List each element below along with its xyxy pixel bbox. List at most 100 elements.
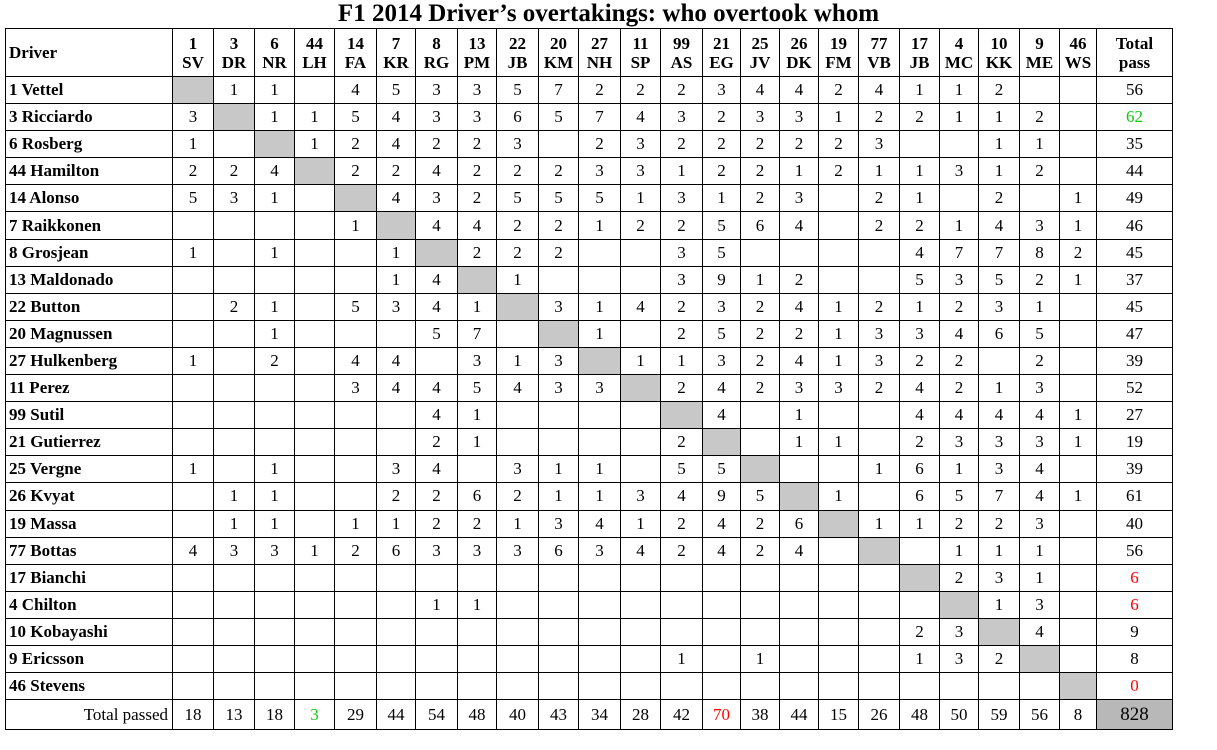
overtake-cell: 1 — [254, 509, 295, 538]
column-number: 1 — [188, 33, 198, 53]
overtake-cell — [740, 563, 780, 592]
overtake-cell: 4 — [779, 536, 819, 565]
overtake-cell: 2 — [978, 644, 1020, 674]
overtake-cell: 4 — [172, 536, 214, 565]
overtake-cell — [334, 238, 377, 267]
overtake-cell — [376, 644, 416, 674]
overtake-cell: 3 — [660, 103, 703, 132]
column-code: MC — [944, 52, 974, 72]
overtake-cell — [818, 401, 859, 430]
overtake-cell — [818, 265, 859, 294]
overtake-cell — [538, 672, 579, 701]
overtake-cell: 3 — [779, 374, 819, 403]
overtake-cell: 4 — [620, 292, 661, 321]
column-number: 21 — [713, 33, 730, 53]
overtake-cell: 2 — [702, 157, 741, 186]
row-driver-label: 17 Bianchi — [5, 563, 173, 592]
overtake-cell — [978, 346, 1020, 376]
overtake-cell — [538, 563, 579, 592]
column-code: EG — [709, 52, 734, 72]
overtake-cell: 1 — [858, 455, 900, 484]
column-code: JB — [909, 52, 930, 72]
overtake-cell — [376, 428, 416, 457]
overtake-cell: 1 — [818, 346, 859, 376]
overtake-cell: 4 — [578, 509, 621, 538]
diagonal-cell — [254, 130, 295, 159]
overtake-cell: 2 — [578, 75, 621, 105]
overtake-cell: 3 — [578, 374, 621, 403]
overtake-cell: 3 — [1019, 590, 1060, 619]
overtake-cell — [172, 319, 214, 348]
overtake-cell: 1 — [213, 482, 255, 511]
overtake-cell: 4 — [702, 536, 741, 565]
column-header: 14 FA — [334, 28, 377, 77]
table-body: 1 Vettel 1 1 4 5 3 3 5 7 2 2 2 3 4 4 2 4 1 1 2 56 3 Ricciardo… — [5, 75, 1173, 731]
overtake-cell — [1059, 346, 1097, 376]
overtake-cell: 2 — [1019, 346, 1060, 376]
overtake-cell: 3 — [978, 292, 1020, 321]
column-total: 70 — [702, 699, 741, 731]
overtake-cell — [779, 644, 819, 674]
overtake-cell: 1 — [254, 319, 295, 348]
overtake-cell: 3 — [538, 292, 579, 321]
overtake-cell — [578, 590, 621, 619]
overtake-cell: 1 — [660, 157, 703, 186]
overtake-cell — [818, 238, 859, 267]
overtake-cell: 3 — [457, 346, 497, 376]
overtake-cell — [538, 617, 579, 646]
column-total: 43 — [538, 699, 579, 731]
overtake-cell — [818, 455, 859, 484]
overtake-cell: 3 — [1019, 509, 1060, 538]
overtake-cell — [1059, 617, 1097, 646]
overtake-cell — [254, 265, 295, 294]
overtake-cell: 5 — [538, 184, 579, 213]
overtake-cell — [899, 130, 940, 159]
overtake-cell: 1 — [578, 482, 621, 511]
overtake-cell: 2 — [1019, 157, 1060, 186]
overtake-cell — [172, 265, 214, 294]
column-header: 21 EG — [702, 28, 741, 77]
overtake-cell: 2 — [818, 130, 859, 159]
overtake-cell — [660, 617, 703, 646]
column-header: 6 NR — [254, 28, 295, 77]
table-row: 27 Hulkenberg 1 2 4 4 3 1 3 1 1 3 2 4 1 3 2 2 2 39 — [5, 346, 1173, 376]
header-driver: Driver — [5, 28, 173, 77]
overtake-cell: 3 — [858, 130, 900, 159]
overtake-cell — [578, 644, 621, 674]
overtake-cell — [213, 319, 255, 348]
diagonal-cell — [294, 157, 335, 186]
overtake-cell: 2 — [858, 103, 900, 132]
overtake-cell: 1 — [818, 428, 859, 457]
column-number: 14 — [347, 33, 364, 53]
column-code: JV — [749, 52, 771, 72]
overtake-cell: 5 — [334, 292, 377, 321]
overtake-cell: 3 — [620, 482, 661, 511]
overtake-cell — [172, 482, 214, 511]
overtake-cell — [660, 672, 703, 701]
overtake-cell: 1 — [213, 75, 255, 105]
overtake-cell — [818, 184, 859, 213]
overtake-cell: 1 — [1059, 211, 1097, 240]
overtake-cell: 1 — [939, 103, 979, 132]
overtake-cell: 4 — [779, 346, 819, 376]
table-header: Driver 1 SV 3 DR 6 NR 44 LH 14 FA 7 KR 8 RG 13 PM 22 JB 20 K… — [5, 28, 1173, 77]
overtake-cell — [376, 672, 416, 701]
chart-title: F1 2014 Driver’s overtakings: who overto… — [337, 0, 880, 27]
overtake-cell — [620, 563, 661, 592]
column-total: 40 — [496, 699, 539, 731]
overtake-cell: 4 — [457, 211, 497, 240]
overtake-cell — [538, 265, 579, 294]
overtake-cell — [620, 644, 661, 674]
column-header: 3 DR — [213, 28, 255, 77]
overtake-cell — [294, 346, 335, 376]
column-header: 9 ME — [1019, 28, 1060, 77]
overtake-cell: 3 — [899, 319, 940, 348]
row-total: 45 — [1096, 238, 1173, 267]
overtake-cell: 5 — [702, 455, 741, 484]
row-total: 0 — [1096, 672, 1173, 701]
column-number: 22 — [509, 33, 526, 53]
row-total: 49 — [1096, 184, 1173, 213]
overtake-cell: 4 — [978, 211, 1020, 240]
overtake-cell: 1 — [978, 590, 1020, 619]
column-total: 54 — [415, 699, 458, 731]
